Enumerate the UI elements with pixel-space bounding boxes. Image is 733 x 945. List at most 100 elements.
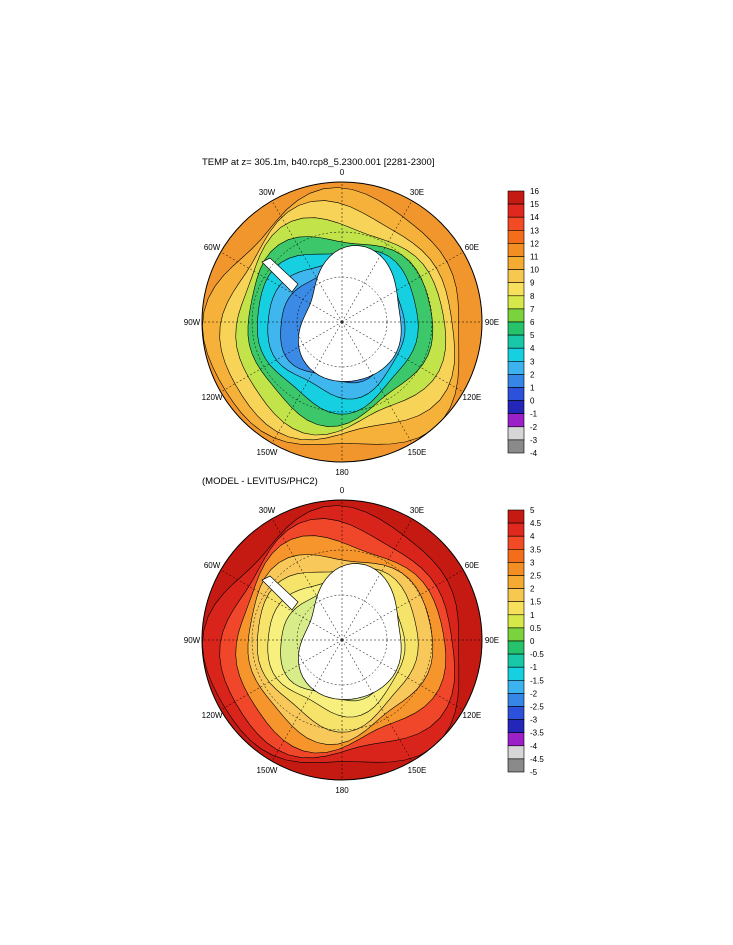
longitude-label: 90W (184, 636, 201, 645)
colorbar-cell (507, 522, 525, 537)
meridian-line (341, 639, 413, 762)
colorbar-label: 14 (530, 213, 539, 222)
colorbar-label: 1 (530, 384, 535, 393)
colorbar-label: 3.5 (530, 545, 542, 554)
colorbar-cell (507, 439, 525, 454)
meridian-line (271, 321, 343, 444)
longitude-label: 150E (408, 448, 427, 457)
colorbar-label: -3 (530, 716, 538, 725)
meridian-line (341, 321, 464, 393)
colorbar-cell (507, 666, 525, 681)
colorbar-cell (507, 706, 525, 720)
longitude-label: 90E (485, 318, 499, 327)
colorbar-cell (507, 535, 525, 550)
colorbar-cell (507, 614, 525, 629)
colorbar-cell (507, 575, 525, 589)
meridian-line (220, 639, 343, 711)
meridian-line (220, 321, 343, 393)
colorbar-cell (507, 509, 525, 524)
longitude-label: 60W (204, 243, 221, 252)
colorbar-cell (507, 548, 525, 563)
colorbar-label: 11 (530, 253, 539, 262)
colorbar-label: -3.5 (530, 729, 544, 738)
colorbar-cell (507, 653, 525, 668)
longitude-label: 120E (463, 711, 482, 720)
colorbar-label: 0.5 (530, 624, 542, 633)
longitude-label: 150W (257, 766, 278, 775)
longitude-label: 90E (485, 636, 499, 645)
map-field (202, 500, 482, 780)
map-field (202, 182, 482, 462)
antarctica-landmass (298, 563, 402, 700)
colorbar-label: 1 (530, 611, 535, 620)
colorbar-label: -5 (530, 768, 538, 777)
meridian-line (271, 200, 343, 323)
colorbar-label: 10 (530, 266, 539, 275)
colorbar-label: -1 (530, 663, 538, 672)
longitude-label: 0 (340, 168, 345, 177)
colorbar-label: 13 (530, 226, 539, 235)
colorbar-label: -1.5 (530, 676, 544, 685)
longitude-label: 0 (340, 486, 345, 495)
colorbar-label: 7 (530, 305, 535, 314)
colorbar-label: -2 (530, 423, 538, 432)
colorbar-label: 2 (530, 370, 535, 379)
colorbar-cell (507, 719, 525, 733)
longitude-label: 120W (202, 393, 223, 402)
longitude-label: 180 (335, 468, 349, 477)
map-border (201, 181, 483, 463)
colorbar-label: 15 (530, 200, 539, 209)
longitude-label: 150E (408, 766, 427, 775)
longitude-label: 120W (202, 711, 223, 720)
colorbar-label: 2 (530, 585, 535, 594)
colorbar-cell (507, 732, 525, 747)
colorbar-cell (507, 693, 525, 707)
colorbar-label: -3 (530, 436, 538, 445)
colorbar-cell (507, 601, 525, 616)
meridian-line (341, 639, 464, 711)
colorbar-label: 6 (530, 318, 535, 327)
colorbar-label: 0 (530, 397, 535, 406)
longitude-label: 60W (204, 561, 221, 570)
colorbar-label: 2.5 (530, 572, 542, 581)
longitude-label: 90W (184, 318, 201, 327)
longitude-label: 30W (259, 188, 276, 197)
longitude-label: 60E (465, 243, 479, 252)
colorbar-cell (507, 588, 525, 602)
colorbar-cell (507, 627, 525, 642)
longitude-label: 120E (463, 393, 482, 402)
colorbar-label: -0.5 (530, 650, 544, 659)
meridian-line (220, 251, 343, 323)
colorbar-cell (507, 679, 525, 694)
longitude-label: 60E (465, 561, 479, 570)
colorbar-label: 4 (530, 344, 535, 353)
meridian-line (341, 518, 413, 641)
colorbar-label: -1 (530, 410, 538, 419)
colorbar-label: -2 (530, 689, 538, 698)
colorbar-cell (507, 640, 525, 655)
map-border (201, 499, 483, 781)
meridian-line (271, 639, 343, 762)
colorbar-label: 5 (530, 331, 535, 340)
colorbar-label: 5 (530, 506, 535, 515)
panel-title: TEMP at z= 305.1m, b40.rcp8_5.2300.001 [… (202, 157, 435, 168)
panel-temperature: TEMP at z= 305.1m, b40.rcp8_5.2300.001 [… (0, 0, 733, 477)
meridian-line (341, 200, 413, 323)
colorbar-cell (507, 745, 525, 760)
colorbar-cell (507, 562, 525, 576)
colorbar-label: 3 (530, 357, 535, 366)
meridian-line (220, 569, 343, 641)
meridian-line (271, 518, 343, 641)
colorbar-label: 0 (530, 637, 535, 646)
colorbar-label: 4 (530, 532, 535, 541)
meridian-line (341, 569, 464, 641)
antarctica-landmass (298, 245, 402, 382)
colorbar-label: 4.5 (530, 519, 542, 528)
colorbar-label: 12 (530, 239, 539, 248)
colorbar-label: 9 (530, 279, 535, 288)
longitude-label: 30W (259, 506, 276, 515)
colorbar-label: -4 (530, 742, 538, 751)
colorbar-label: 8 (530, 292, 535, 301)
